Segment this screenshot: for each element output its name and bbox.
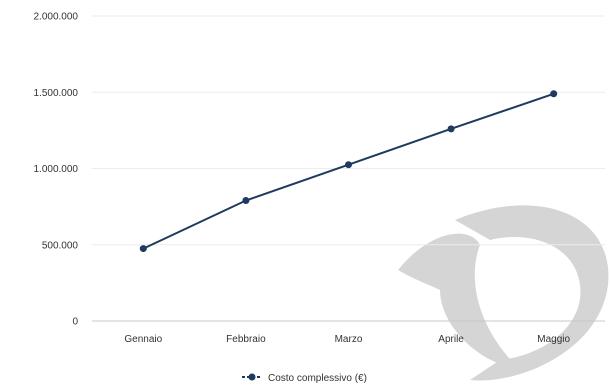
data-point[interactable]: [447, 125, 455, 133]
y-tick-label: 500.000: [42, 240, 79, 251]
x-tick-label: Febbraio: [226, 334, 266, 345]
legend-point-marker: [248, 373, 256, 381]
y-tick-label: 0: [72, 317, 78, 328]
data-point[interactable]: [242, 197, 250, 205]
x-tick-label: Marzo: [335, 334, 363, 345]
x-tick-label: Gennaio: [124, 334, 162, 345]
y-tick-label: 1.000.000: [34, 164, 79, 175]
data-point[interactable]: [550, 90, 558, 98]
legend[interactable]: Costo complessivo (€): [242, 373, 367, 384]
y-axis-ticks: 0 500.000 1.000.000 1.500.000 2.000.000: [34, 12, 79, 328]
x-tick-label: Maggio: [537, 334, 570, 345]
series-layer: [139, 90, 558, 253]
y-tick-label: 2.000.000: [34, 12, 79, 23]
watermark-logo: [398, 205, 609, 381]
data-point[interactable]: [139, 245, 147, 253]
gridlines: [92, 15, 605, 322]
x-tick-label: Aprile: [438, 334, 464, 345]
x-axis-ticks: Gennaio Febbraio Marzo Aprile Maggio: [124, 334, 570, 345]
data-point[interactable]: [345, 161, 352, 169]
y-tick-label: 1.500.000: [34, 88, 79, 99]
legend-label: Costo complessivo (€): [268, 373, 367, 384]
